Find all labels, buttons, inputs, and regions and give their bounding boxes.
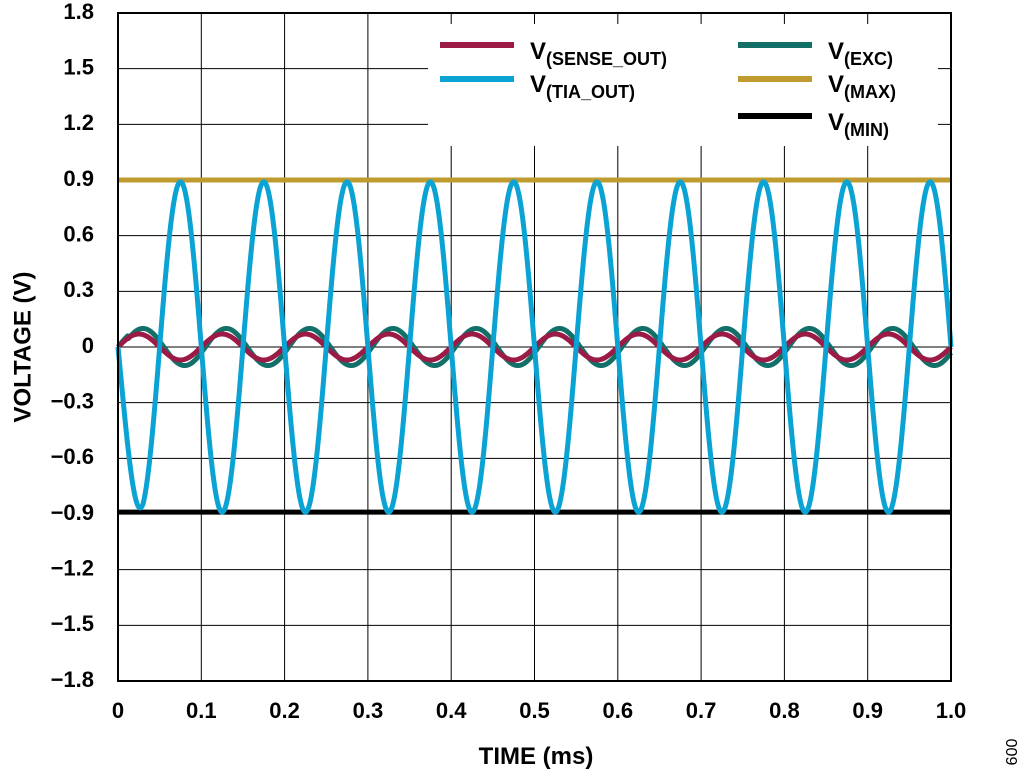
x-tick-label: 0.9: [852, 698, 883, 723]
y-tick-label: 0.3: [63, 277, 94, 302]
y-tick-label: −1.8: [51, 667, 94, 692]
x-axis-title: TIME (ms): [479, 743, 594, 770]
x-tick-label: 1.0: [936, 698, 967, 723]
y-tick-label: −0.3: [51, 388, 94, 413]
y-tick-label: −0.9: [51, 500, 94, 525]
y-axis-title: VOLTAGE (V): [9, 271, 36, 422]
series-line-v-tia-out: [115, 179, 954, 515]
legend-label-exc: V(EXC): [828, 38, 893, 69]
y-tick-label: 1.8: [63, 0, 94, 24]
figure-id: 009: [1002, 739, 1019, 766]
x-tick-label: 0.6: [603, 698, 634, 723]
y-tick-label: −1.2: [51, 555, 94, 580]
plot-series: [115, 177, 954, 515]
y-tick-label: 0: [82, 333, 94, 358]
x-tick-label: 0.8: [769, 698, 800, 723]
legend-label-min: V(MIN): [828, 109, 889, 140]
x-tick-label: 0.5: [519, 698, 550, 723]
x-tick-label: 0.1: [186, 698, 217, 723]
y-tick-labels: 1.8 1.5 1.2 0.9 0.6 0.3 0 −0.3 −0.6 −0.9 −1.2 −1.5 −…: [51, 0, 94, 692]
x-tick-label: 0.3: [353, 698, 384, 723]
y-tick-label: −1.5: [51, 611, 94, 636]
y-tick-label: 0.9: [63, 166, 94, 191]
y-tick-label: −0.6: [51, 444, 94, 469]
plot-frame: [117, 12, 952, 682]
x-tick-labels: 0 0.1 0.2 0.3 0.4 0.5 0.6 0.7 0.8 0.9 1.0: [112, 698, 966, 723]
x-tick-label: 0.4: [436, 698, 467, 723]
x-tick-label: 0.7: [686, 698, 717, 723]
x-tick-label: 0: [112, 698, 124, 723]
legend-label-tia-out: V(TIA_OUT): [530, 71, 635, 102]
legend: V(SENSE_OUT) V(TIA_OUT) V(EXC) V(MAX) V(…: [428, 24, 938, 146]
legend-label-max: V(MAX): [828, 71, 896, 102]
x-tick-label: 0.2: [269, 698, 300, 723]
y-tick-label: 1.2: [63, 110, 94, 135]
y-tick-label: 1.5: [63, 54, 94, 79]
y-tick-label: 0.6: [63, 221, 94, 246]
legend-label-sense-out: V(SENSE_OUT): [530, 38, 667, 69]
